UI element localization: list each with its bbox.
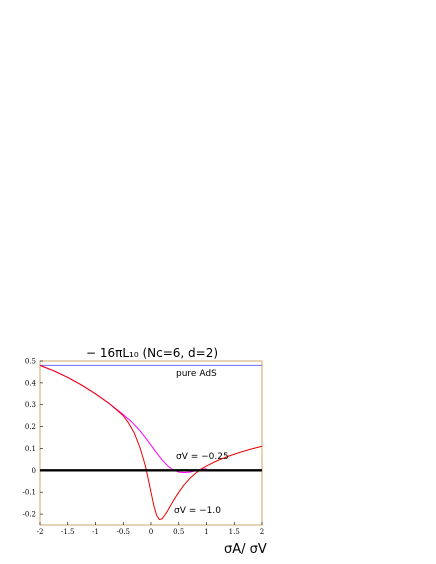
y-tick-label: 0.4: [25, 379, 37, 387]
y-tick-label: -0.2: [23, 511, 37, 519]
plot-frame: [39, 360, 263, 526]
x-tick-label: 0: [149, 528, 153, 536]
annotation-sigma-025: σV = −0.25: [176, 452, 229, 462]
tick-layer: -2 -1.5 -1 -0.5 0 0.5 1 1.5 2 0.5 0.4 0.3 0.2 0.1 0 -0.…: [23, 358, 265, 537]
x-tick-label: 1.5: [229, 528, 240, 536]
x-tick-label: 0.5: [173, 528, 184, 536]
x-axis-label: σA/ σV: [224, 542, 267, 557]
annotation-sigma-1: σV = −1.0: [174, 506, 221, 516]
chart-title: − 16πL₁₀ (Nᴄ=6, d=2): [86, 346, 218, 360]
x-tick-label: -0.5: [117, 528, 131, 536]
x-tick-label: -1: [92, 528, 99, 536]
x-tick-label: -1.5: [61, 528, 75, 536]
y-tick-label: 0.5: [25, 358, 36, 366]
series-line-sigma-1: [39, 364, 263, 521]
y-tick-label: 0.1: [25, 445, 36, 453]
y-tick-label: 0.3: [25, 401, 36, 409]
annotation-pure-ads: pure AdS: [176, 369, 217, 379]
series-layer: [39, 364, 263, 521]
y-tick-label: -0.1: [23, 489, 37, 497]
x-tick-label: 2: [260, 528, 264, 536]
y-tick-label: 0: [32, 467, 36, 475]
x-tick-label: 1: [204, 528, 208, 536]
y-tick-label: 0.2: [25, 423, 36, 431]
x-tick-label: -2: [37, 528, 44, 536]
